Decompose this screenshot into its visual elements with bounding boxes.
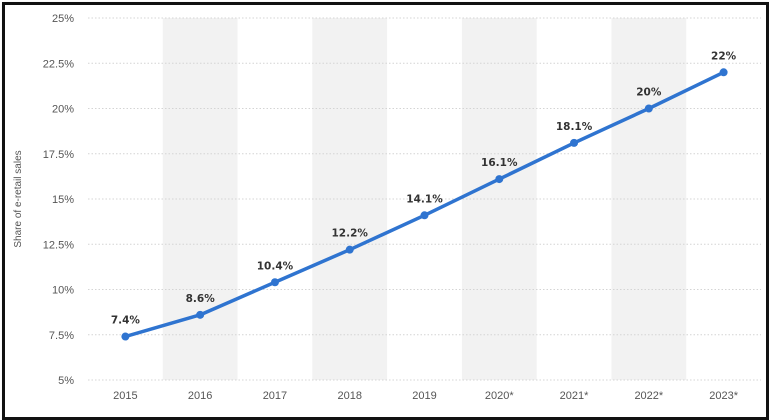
data-point: [570, 138, 579, 147]
data-point: [420, 211, 429, 220]
x-tick-label: 2017: [263, 390, 287, 402]
x-tick-label: 2019: [412, 390, 436, 402]
data-point: [270, 278, 279, 287]
y-tick-label: 12.5%: [43, 239, 74, 251]
y-axis-label: Share of e-retail sales: [13, 150, 24, 247]
y-tick-label: 17.5%: [43, 149, 74, 161]
data-label: 8.6%: [186, 293, 216, 305]
data-point: [644, 104, 653, 113]
data-point: [495, 175, 504, 184]
y-tick-label: 15%: [52, 194, 74, 206]
data-point: [345, 245, 354, 254]
data-label: 14.1%: [406, 193, 443, 205]
x-tick-label: 2020*: [485, 390, 514, 402]
x-tick-label: 2022*: [634, 390, 663, 402]
data-label: 10.4%: [257, 260, 294, 272]
data-label: 18.1%: [556, 121, 593, 133]
y-tick-label: 5%: [58, 375, 74, 387]
data-label: 20%: [636, 87, 662, 99]
x-tick-label: 2016: [188, 390, 212, 402]
data-label: 22%: [711, 50, 737, 62]
line-chart: 5% 7.5% 10% 12.5% 15% 17.5% 20% 22.5% 25% 2015 20…: [13, 13, 761, 402]
data-point: [196, 310, 205, 319]
data-point: [121, 332, 130, 341]
data-label: 16.1%: [481, 157, 518, 169]
y-tick-label: 7.5%: [49, 330, 74, 342]
y-tick-label: 20%: [52, 104, 74, 116]
y-tick-label: 22.5%: [43, 58, 74, 70]
x-tick-label: 2015: [113, 390, 137, 402]
data-label: 12.2%: [332, 228, 369, 240]
data-label: 7.4%: [111, 315, 141, 327]
data-point: [719, 68, 728, 77]
y-tick-label: 25%: [52, 13, 74, 25]
x-tick-label: 2021*: [560, 390, 589, 402]
x-tick-label: 2023*: [709, 390, 738, 402]
column-band: [312, 18, 388, 380]
x-tick-label: 2018: [337, 390, 361, 402]
y-tick-label: 10%: [52, 285, 74, 297]
